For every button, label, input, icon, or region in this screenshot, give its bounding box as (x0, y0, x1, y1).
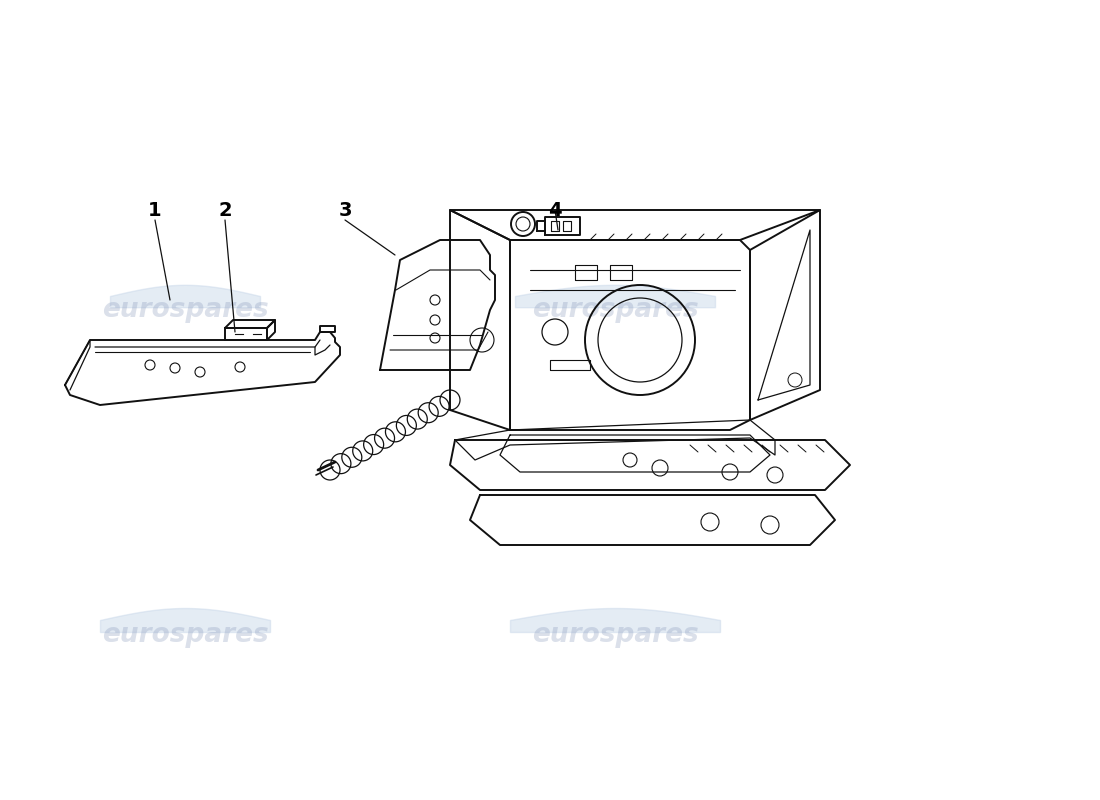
Text: eurospares: eurospares (531, 622, 698, 648)
Text: eurospares: eurospares (531, 297, 698, 323)
Text: eurospares: eurospares (101, 297, 268, 323)
Text: 2: 2 (218, 201, 232, 219)
Text: 4: 4 (548, 201, 562, 219)
Text: 3: 3 (339, 201, 352, 219)
Text: eurospares: eurospares (101, 622, 268, 648)
Text: 1: 1 (148, 201, 162, 219)
